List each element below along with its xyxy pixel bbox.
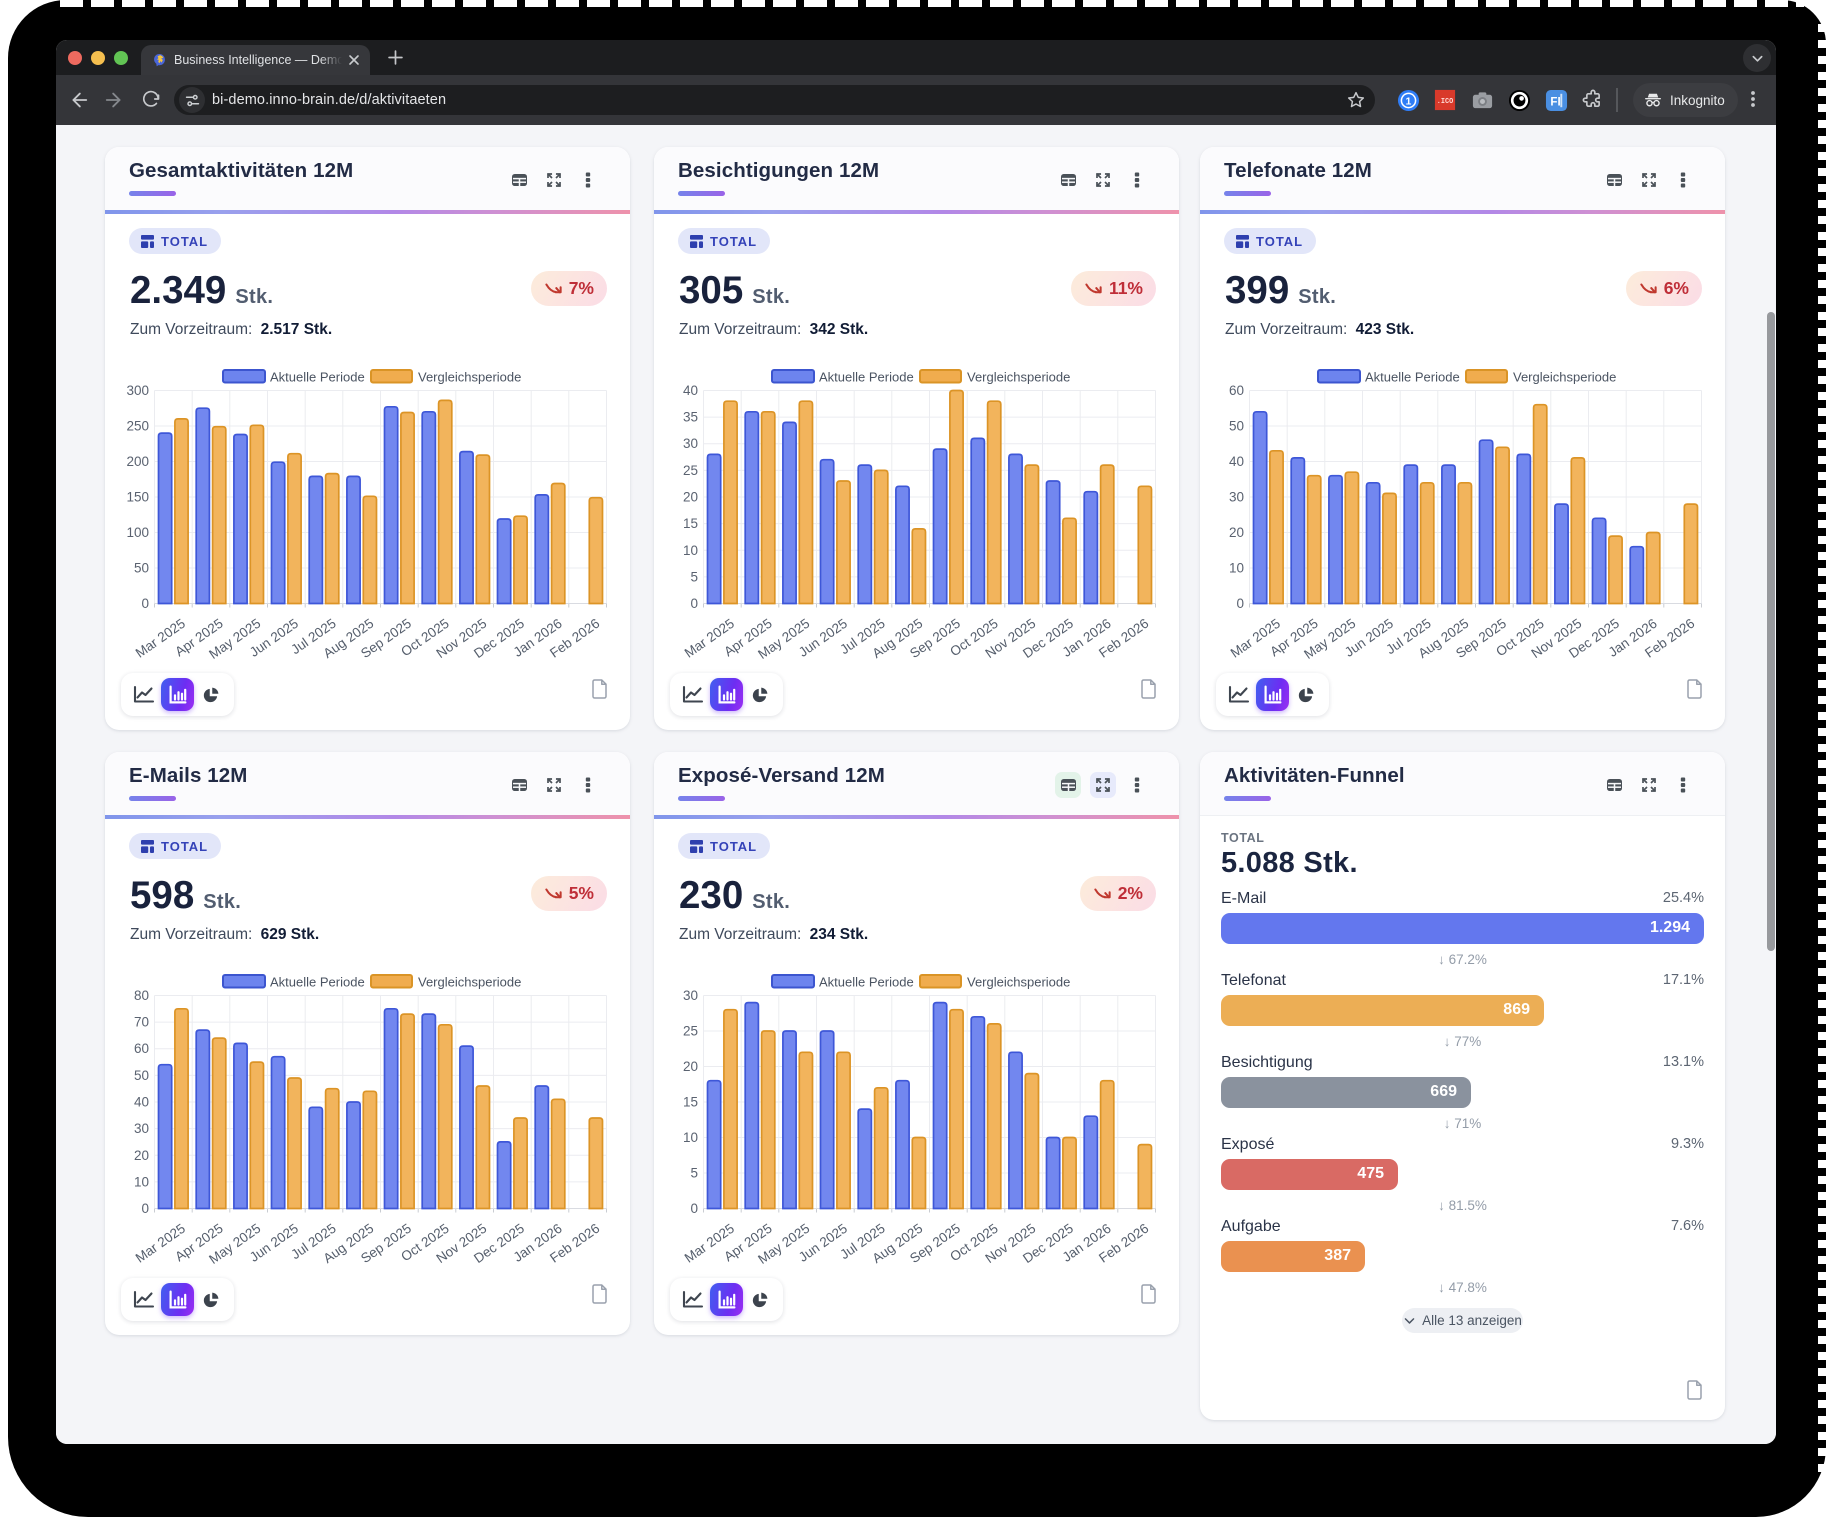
svg-text:50: 50 bbox=[1229, 419, 1244, 434]
svg-text:150: 150 bbox=[126, 490, 149, 505]
svg-text:Vergleichsperiode: Vergleichsperiode bbox=[967, 975, 1070, 990]
svg-text:35: 35 bbox=[683, 410, 698, 425]
svg-text:80: 80 bbox=[134, 988, 149, 1003]
svg-text:Aktuelle Periode: Aktuelle Periode bbox=[819, 370, 914, 385]
svg-text:0: 0 bbox=[141, 596, 149, 611]
svg-text:300: 300 bbox=[126, 383, 149, 398]
svg-text:0: 0 bbox=[141, 1201, 149, 1216]
svg-text:250: 250 bbox=[126, 419, 149, 434]
svg-text:20: 20 bbox=[683, 1059, 698, 1074]
svg-text:1: 1 bbox=[1406, 95, 1412, 107]
svg-text:5: 5 bbox=[690, 1166, 698, 1181]
svg-text:60: 60 bbox=[1229, 383, 1244, 398]
svg-text:20: 20 bbox=[134, 1148, 149, 1163]
svg-text:Vergleichsperiode: Vergleichsperiode bbox=[1513, 370, 1616, 385]
svg-text:Aktuelle Periode: Aktuelle Periode bbox=[270, 370, 365, 385]
svg-text:30: 30 bbox=[1229, 490, 1244, 505]
svg-text:70: 70 bbox=[134, 1015, 149, 1030]
svg-text:FI: FI bbox=[1550, 96, 1560, 108]
svg-text:30: 30 bbox=[134, 1121, 149, 1136]
svg-text:0: 0 bbox=[1236, 596, 1244, 611]
svg-text:15: 15 bbox=[683, 1095, 698, 1110]
svg-text:30: 30 bbox=[683, 436, 698, 451]
svg-text:10: 10 bbox=[1229, 561, 1244, 576]
svg-text:10: 10 bbox=[683, 543, 698, 558]
svg-text:200: 200 bbox=[126, 454, 149, 469]
svg-text:Vergleichsperiode: Vergleichsperiode bbox=[418, 370, 521, 385]
svg-text:15: 15 bbox=[683, 516, 698, 531]
svg-text:Aktuelle Periode: Aktuelle Periode bbox=[270, 975, 365, 990]
svg-text:10: 10 bbox=[683, 1130, 698, 1145]
svg-text:0: 0 bbox=[690, 596, 698, 611]
svg-text:20: 20 bbox=[1229, 525, 1244, 540]
svg-text:50: 50 bbox=[134, 561, 149, 576]
svg-text:30: 30 bbox=[683, 988, 698, 1003]
svg-text:25: 25 bbox=[683, 463, 698, 478]
svg-text:25: 25 bbox=[683, 1024, 698, 1039]
svg-text:40: 40 bbox=[134, 1095, 149, 1110]
svg-text:Aktuelle Periode: Aktuelle Periode bbox=[1365, 370, 1460, 385]
svg-text:40: 40 bbox=[683, 383, 698, 398]
svg-text:50: 50 bbox=[134, 1068, 149, 1083]
svg-text:60: 60 bbox=[134, 1041, 149, 1056]
svg-text:Aktuelle Periode: Aktuelle Periode bbox=[819, 975, 914, 990]
svg-text:0: 0 bbox=[690, 1201, 698, 1216]
svg-text:20: 20 bbox=[683, 490, 698, 505]
svg-text:Vergleichsperiode: Vergleichsperiode bbox=[418, 975, 521, 990]
svg-text:10: 10 bbox=[134, 1174, 149, 1189]
svg-text:100: 100 bbox=[126, 525, 149, 540]
svg-text:40: 40 bbox=[1229, 454, 1244, 469]
svg-text:Vergleichsperiode: Vergleichsperiode bbox=[967, 370, 1070, 385]
svg-text:5: 5 bbox=[690, 569, 698, 584]
svg-text:.ICO: .ICO bbox=[1437, 98, 1453, 106]
